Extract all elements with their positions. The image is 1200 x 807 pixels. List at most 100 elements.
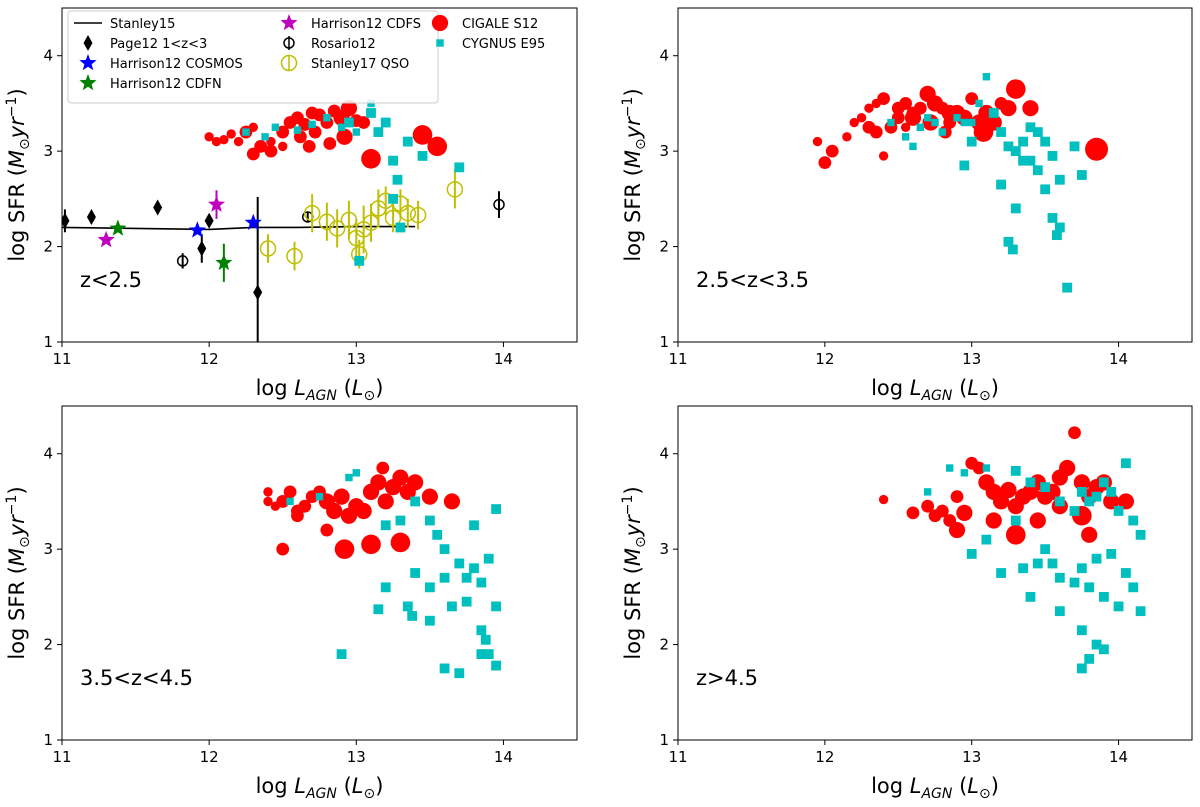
cigale-point	[276, 542, 290, 556]
cigale-point	[219, 134, 229, 145]
cygnus-point	[373, 127, 384, 137]
legend-label-stanley17: Stanley17 QSO	[311, 57, 409, 72]
cygnus-point	[1032, 165, 1043, 176]
cigale-point	[370, 474, 387, 491]
cygnus-point	[424, 615, 435, 626]
page12-point	[204, 212, 214, 229]
cygnus-point	[1128, 515, 1139, 526]
cygnus-point	[953, 114, 961, 122]
y-tick-label: 2	[43, 238, 53, 256]
redshift-label: 3.5<z<4.5	[80, 666, 193, 690]
cygnus-point	[1025, 477, 1036, 488]
cygnus-point	[345, 473, 353, 482]
y-tick-label: 2	[43, 636, 53, 654]
axes-frame	[677, 405, 1193, 741]
cygnus-point	[344, 117, 354, 128]
cygnus-point	[1062, 282, 1073, 293]
cygnus-point	[1069, 141, 1080, 152]
cygnus-point	[1084, 653, 1095, 664]
cygnus-point	[373, 604, 384, 615]
cygnus-point	[1076, 625, 1087, 636]
cygnus-point	[960, 469, 969, 477]
cigale-point	[298, 118, 312, 131]
cygnus-point	[1128, 582, 1139, 593]
cygnus-point	[1047, 151, 1058, 161]
cigale-point	[818, 156, 832, 169]
y-axis-title: log SFR (M⊙yr−1)	[4, 88, 33, 261]
cigale-point	[376, 461, 390, 475]
cygnus-point	[1047, 213, 1058, 223]
cigale-point	[333, 488, 350, 505]
legend-cigale-icon	[431, 14, 449, 32]
cygnus-point	[923, 114, 932, 122]
cygnus-point	[887, 118, 895, 127]
cygnus-point	[432, 529, 443, 540]
cigale-point	[211, 136, 222, 147]
cygnus-point	[469, 563, 479, 574]
cygnus-point	[982, 464, 991, 472]
cigale-point	[1085, 137, 1109, 161]
cigale-point	[276, 125, 290, 139]
legend-cdfn-icon	[79, 74, 97, 91]
x-tick-label: 11	[668, 748, 687, 766]
cygnus-point	[1054, 222, 1065, 233]
cygnus-point	[1018, 563, 1029, 574]
legend: Stanley15 Page12 1<z<3 Harrison12 COSMOS Ha…	[67, 10, 545, 104]
x-tick-label: 13	[962, 350, 981, 368]
cygnus-point	[1098, 591, 1109, 602]
cygnus-point	[1076, 486, 1087, 497]
cygnus-point	[491, 601, 501, 612]
y-axis-title: log SFR (M⊙yr−1)	[620, 486, 649, 659]
cigale-point	[298, 499, 312, 513]
cigale-point	[336, 128, 353, 145]
stanley17-point	[399, 204, 417, 222]
cigale-point	[357, 116, 371, 129]
cygnus-point	[1040, 482, 1051, 493]
cygnus-point	[293, 126, 302, 134]
cygnus-point	[968, 118, 976, 127]
page12-point	[253, 284, 263, 301]
x-tick-label: 14	[494, 350, 513, 368]
x-tick-label: 12	[200, 748, 219, 766]
cigale-point	[361, 534, 381, 555]
cygnus-point	[1040, 544, 1051, 555]
cygnus-point	[1054, 496, 1065, 507]
cigale-point	[407, 474, 424, 491]
cygnus-point	[476, 625, 487, 636]
cygnus-point	[1040, 184, 1051, 195]
y-tick-label: 2	[659, 636, 669, 654]
cigale-point	[204, 132, 214, 142]
cigale-point	[856, 113, 867, 123]
legend-label-cigale: CIGALE S12	[462, 17, 538, 32]
cigale-point	[877, 92, 890, 106]
cygnus-point	[1010, 203, 1021, 214]
x-tick-label: 12	[815, 350, 834, 368]
cygnus-point	[982, 73, 991, 81]
cygnus-point	[402, 601, 413, 612]
cygnus-point	[996, 127, 1006, 137]
y-tick-label: 4	[659, 445, 669, 463]
cigale-point	[392, 469, 409, 486]
cygnus-point	[261, 133, 269, 141]
cygnus-point	[424, 582, 435, 593]
cigale-point	[992, 493, 1010, 510]
data-layer	[62, 99, 505, 342]
y-tick-label: 2	[659, 238, 669, 256]
rosario-point	[176, 255, 189, 267]
cygnus-point	[1051, 230, 1062, 241]
cygnus-point	[923, 488, 932, 496]
cigale-point	[1000, 481, 1017, 499]
stanley17-point	[303, 204, 321, 222]
cdfs-point	[97, 230, 115, 248]
cosmos-point	[188, 221, 206, 238]
cigale-point	[862, 120, 876, 134]
cdfn-point	[215, 253, 233, 271]
cigale-point	[878, 151, 889, 161]
data-layer	[263, 461, 501, 679]
cygnus-point	[476, 649, 487, 660]
y-tick-label: 3	[43, 142, 53, 160]
cigale-point	[427, 136, 448, 157]
data-layer	[812, 73, 1109, 293]
x-axis-title: log LAGN (L⊙)	[256, 376, 384, 404]
